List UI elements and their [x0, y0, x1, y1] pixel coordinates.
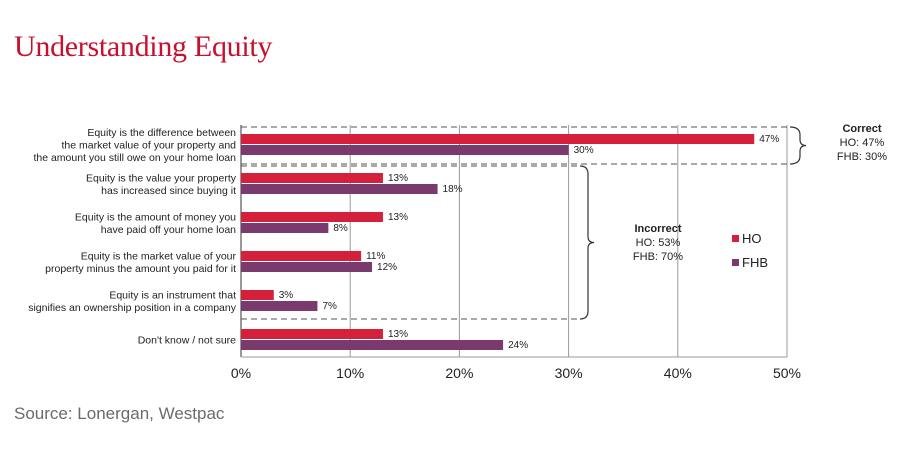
correct-brace	[789, 126, 807, 165]
category-label: Equity is an instrument that	[109, 289, 236, 301]
category-label: property minus the amount you paid for i…	[45, 263, 236, 275]
incorrect-annotation-line: HO: 53%	[636, 237, 681, 249]
bar-ho	[241, 290, 274, 300]
legend-label-ho: HO	[742, 231, 762, 246]
value-label: 7%	[322, 301, 337, 312]
value-label: 3%	[279, 290, 294, 301]
legend-swatch-ho	[732, 235, 739, 242]
bar-ho	[241, 173, 383, 183]
correct-annotation: Correct HO: 47% FHB: 30%	[837, 123, 887, 163]
category-label: the amount you still owe on your home lo…	[33, 152, 236, 164]
bar-fhb	[241, 145, 569, 155]
value-label: 13%	[388, 173, 408, 184]
value-label: 11%	[366, 251, 385, 262]
category-label: Equity is the value your property	[86, 172, 237, 184]
category-label: the market value of your property and	[61, 140, 236, 152]
bar-fhb	[241, 184, 438, 194]
bar-fhb	[241, 301, 318, 311]
bar-fhb	[241, 340, 504, 350]
category-label: has increased since buying it	[101, 185, 236, 197]
page-title: Understanding Equity	[14, 30, 273, 63]
value-label: 12%	[377, 262, 397, 273]
x-tick-label: 50%	[773, 365, 801, 381]
value-label: 24%	[508, 340, 528, 351]
category-label: have paid off your home loan	[101, 224, 236, 236]
category-label: Equity is the market value of your	[81, 250, 237, 262]
value-label: 47%	[759, 134, 779, 145]
category-label: Don't know / not sure	[138, 335, 236, 347]
value-label: 30%	[574, 145, 594, 156]
bar-fhb	[241, 223, 329, 233]
category-label: signifies an ownership position in a com…	[28, 302, 237, 314]
value-label: 13%	[388, 212, 408, 223]
x-tick-label: 40%	[664, 365, 692, 381]
correct-annotation-title: Correct	[842, 123, 881, 135]
incorrect-annotation-title: Incorrect	[634, 223, 681, 235]
category-label: Equity is the difference between	[87, 127, 236, 139]
bar-ho	[241, 251, 362, 261]
value-label: 18%	[443, 184, 463, 195]
source-note: Source: Lonergan, Westpac	[14, 404, 225, 423]
x-tick-label: 20%	[445, 365, 473, 381]
category-label: Equity is the amount of money you	[75, 211, 236, 223]
bar-ho	[241, 212, 383, 222]
incorrect-annotation-line: FHB: 70%	[633, 251, 683, 263]
x-tick-label: 30%	[555, 365, 583, 381]
value-label: 13%	[388, 329, 408, 340]
x-tick-label: 0%	[231, 365, 251, 381]
value-label: 8%	[333, 223, 348, 234]
bar-fhb	[241, 262, 373, 272]
bar-ho	[241, 329, 383, 339]
correct-annotation-line: FHB: 30%	[837, 151, 887, 163]
correct-annotation-line: HO: 47%	[840, 137, 885, 149]
x-tick-label: 10%	[336, 365, 364, 381]
legend-swatch-fhb	[732, 259, 739, 266]
incorrect-annotation: Incorrect HO: 53% FHB: 70%	[633, 223, 683, 263]
bar-ho	[241, 134, 755, 144]
incorrect-brace	[579, 165, 595, 320]
legend-label-fhb: FHB	[742, 255, 768, 270]
